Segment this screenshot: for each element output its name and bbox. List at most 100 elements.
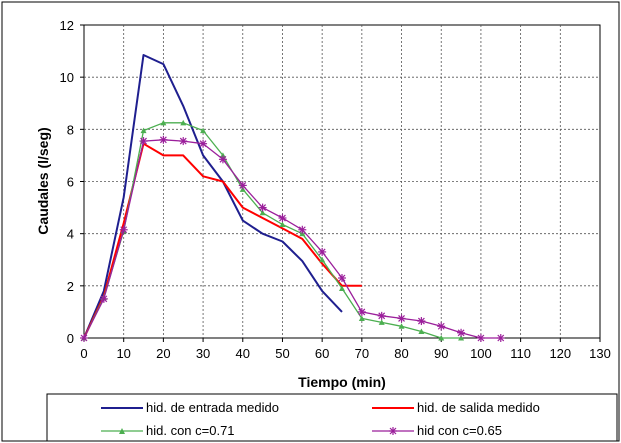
data-series (80, 54, 505, 342)
star-marker (338, 274, 346, 283)
x-tick-label: 80 (394, 346, 408, 361)
triangle-marker (200, 127, 207, 134)
star-stroke (378, 312, 386, 320)
star-stroke (159, 136, 167, 144)
triangle-marker (259, 209, 266, 216)
star-marker (437, 322, 446, 331)
x-tick-label: 30 (196, 346, 210, 361)
star-marker (397, 314, 406, 323)
series-hid-de-entrada-medido (83, 54, 343, 339)
star-stroke (179, 137, 187, 145)
star-marker (476, 334, 485, 342)
series-hid-con-c-0-65 (80, 135, 505, 342)
star-marker (496, 334, 505, 342)
star-stroke (437, 322, 445, 330)
triangle-marker (358, 315, 365, 321)
star-stroke (219, 155, 227, 163)
triangle-marker (140, 127, 147, 134)
star-marker (298, 225, 307, 234)
star-marker (159, 135, 168, 144)
x-tick-label: 110 (510, 346, 531, 361)
star-stroke (298, 226, 306, 234)
star-stroke (259, 204, 267, 212)
triangle-marker (458, 335, 465, 341)
star-marker (139, 137, 148, 146)
triangle-marker (339, 285, 345, 291)
y-axis-title: Caudales (l/seg) (35, 127, 51, 234)
legend-item-salida: hid. de salida medido (372, 400, 540, 415)
legend-label-entrada: hid. de entrada medido (146, 400, 279, 415)
star-stroke (398, 315, 405, 322)
star-stroke (417, 317, 425, 325)
star-stroke (199, 140, 207, 148)
star-marker (278, 214, 287, 223)
triangle-marker (418, 328, 425, 334)
star-marker (99, 294, 108, 303)
star-marker (357, 307, 366, 316)
star-stroke (358, 308, 366, 316)
star-marker (457, 328, 466, 337)
y-tick-label: 2 (67, 279, 74, 294)
series-line (83, 139, 501, 339)
triangle-marker (180, 119, 187, 126)
triangle-marker (398, 323, 405, 329)
star-marker (179, 137, 188, 146)
star-marker (318, 247, 327, 256)
star-stroke (140, 137, 147, 145)
y-tick-label: 4 (67, 227, 74, 242)
triangle-marker (279, 221, 286, 228)
star-stroke (477, 334, 485, 342)
triangle-marker (319, 256, 326, 263)
grid-lines (84, 25, 600, 338)
y-tick-label: 8 (67, 122, 74, 137)
legend-label-c065: hid con c=0.65 (417, 423, 502, 438)
x-axis-title: Tiempo (min) (298, 374, 386, 390)
star-stroke (457, 329, 465, 337)
legend-item-entrada: hid. de entrada medido (101, 400, 279, 415)
legend-item-c065: hid con c=0.65 (372, 423, 502, 438)
series-line (83, 122, 462, 339)
x-tick-label: 100 (470, 346, 492, 361)
y-tick-label: 0 (67, 331, 74, 346)
triangle-marker (160, 119, 167, 126)
x-tick-label: 20 (156, 346, 170, 361)
x-tick-label: 50 (275, 346, 289, 361)
series-line (83, 54, 343, 339)
triangle-marker (378, 319, 385, 325)
star-marker (258, 203, 267, 212)
star-marker (417, 317, 426, 326)
legend-marker-c065 (389, 427, 397, 435)
triangle-marker (219, 152, 226, 158)
star-marker (377, 311, 386, 320)
y-tick-label: 6 (67, 175, 74, 190)
legend-label-salida: hid. de salida medido (417, 400, 540, 415)
star-marker (218, 155, 227, 164)
x-tick-label: 90 (434, 346, 448, 361)
triangle-marker (438, 335, 445, 341)
x-tick-label: 130 (589, 346, 611, 361)
x-tick-label: 70 (355, 346, 369, 361)
legend-item-c071: hid. con c=0.71 (101, 423, 235, 438)
legend-marker-c071 (119, 428, 125, 434)
star-marker (80, 334, 88, 342)
x-tick-label: 0 (80, 346, 87, 361)
star-stroke (338, 274, 346, 282)
star-stroke (497, 334, 505, 342)
legend-box (46, 393, 618, 442)
star-stroke (318, 248, 326, 256)
star-marker (119, 225, 128, 234)
axis-ticks: 0 10 20 30 40 50 60 70 80 90 100 110 120 130 0 2 4 6 8 10 12 (60, 18, 611, 361)
star-marker (238, 181, 247, 190)
star-marker (199, 139, 208, 148)
star-stroke (120, 226, 128, 234)
x-tick-label: 40 (236, 346, 250, 361)
y-tick-label: 12 (60, 18, 74, 33)
x-tick-label: 60 (315, 346, 329, 361)
star-stroke (100, 295, 108, 303)
x-tick-label: 10 (116, 346, 130, 361)
star-stroke (80, 334, 88, 342)
x-tick-label: 120 (549, 346, 571, 361)
legend: hid. de entrada medido hid. de salida me… (46, 393, 618, 442)
